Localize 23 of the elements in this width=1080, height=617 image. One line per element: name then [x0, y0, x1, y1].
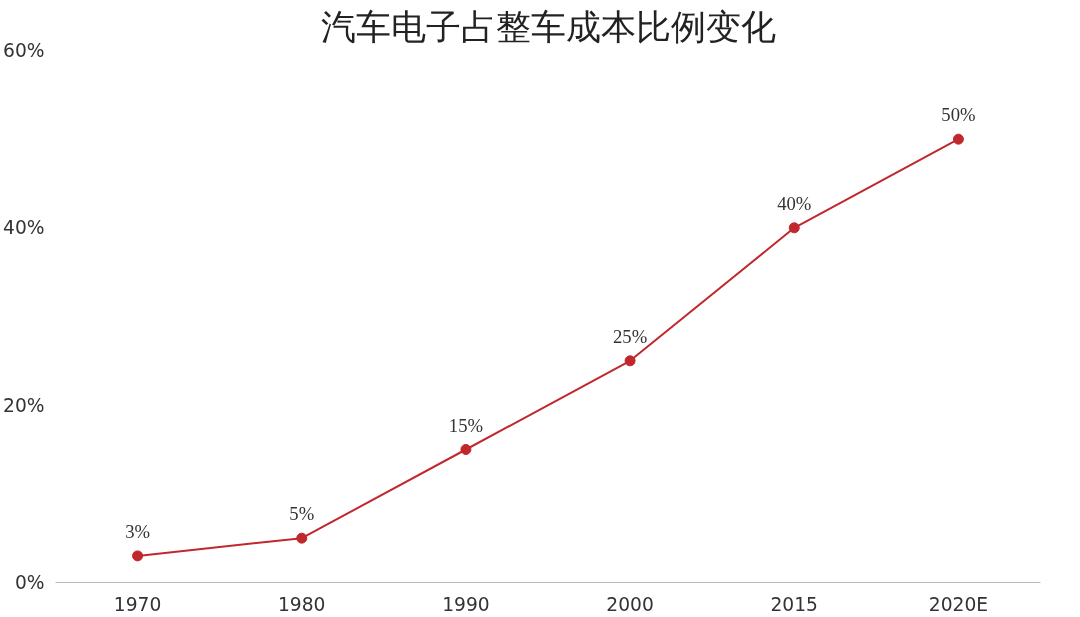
x-tick-label: 1990 [442, 593, 490, 615]
point [460, 444, 472, 455]
data-label: 5% [289, 503, 315, 525]
y-tick-label: 40% [3, 217, 45, 239]
point [952, 133, 964, 145]
y-tick-label: 20% [3, 394, 45, 416]
x-tick-label: 2000 [606, 593, 654, 615]
x-tick-label: 2015 [770, 593, 818, 615]
x-tick-label: 2020E [928, 593, 989, 615]
data-label: 15% [448, 414, 484, 436]
y-tick-label: 60% [3, 40, 45, 61]
data-label: 25% [612, 325, 648, 347]
point [624, 355, 636, 367]
x-tick-label: 1970 [113, 593, 162, 615]
point [296, 532, 308, 544]
data-label: 50% [941, 104, 976, 126]
chart-title: 汽车电子占整车成本比例变化 [320, 7, 776, 46]
data-label: 40% [777, 192, 812, 214]
point [132, 550, 144, 562]
data-label: 3% [125, 520, 151, 542]
point [788, 222, 800, 234]
y-tick-label: 0% [14, 572, 45, 593]
x-tick-label: 1980 [278, 593, 326, 615]
